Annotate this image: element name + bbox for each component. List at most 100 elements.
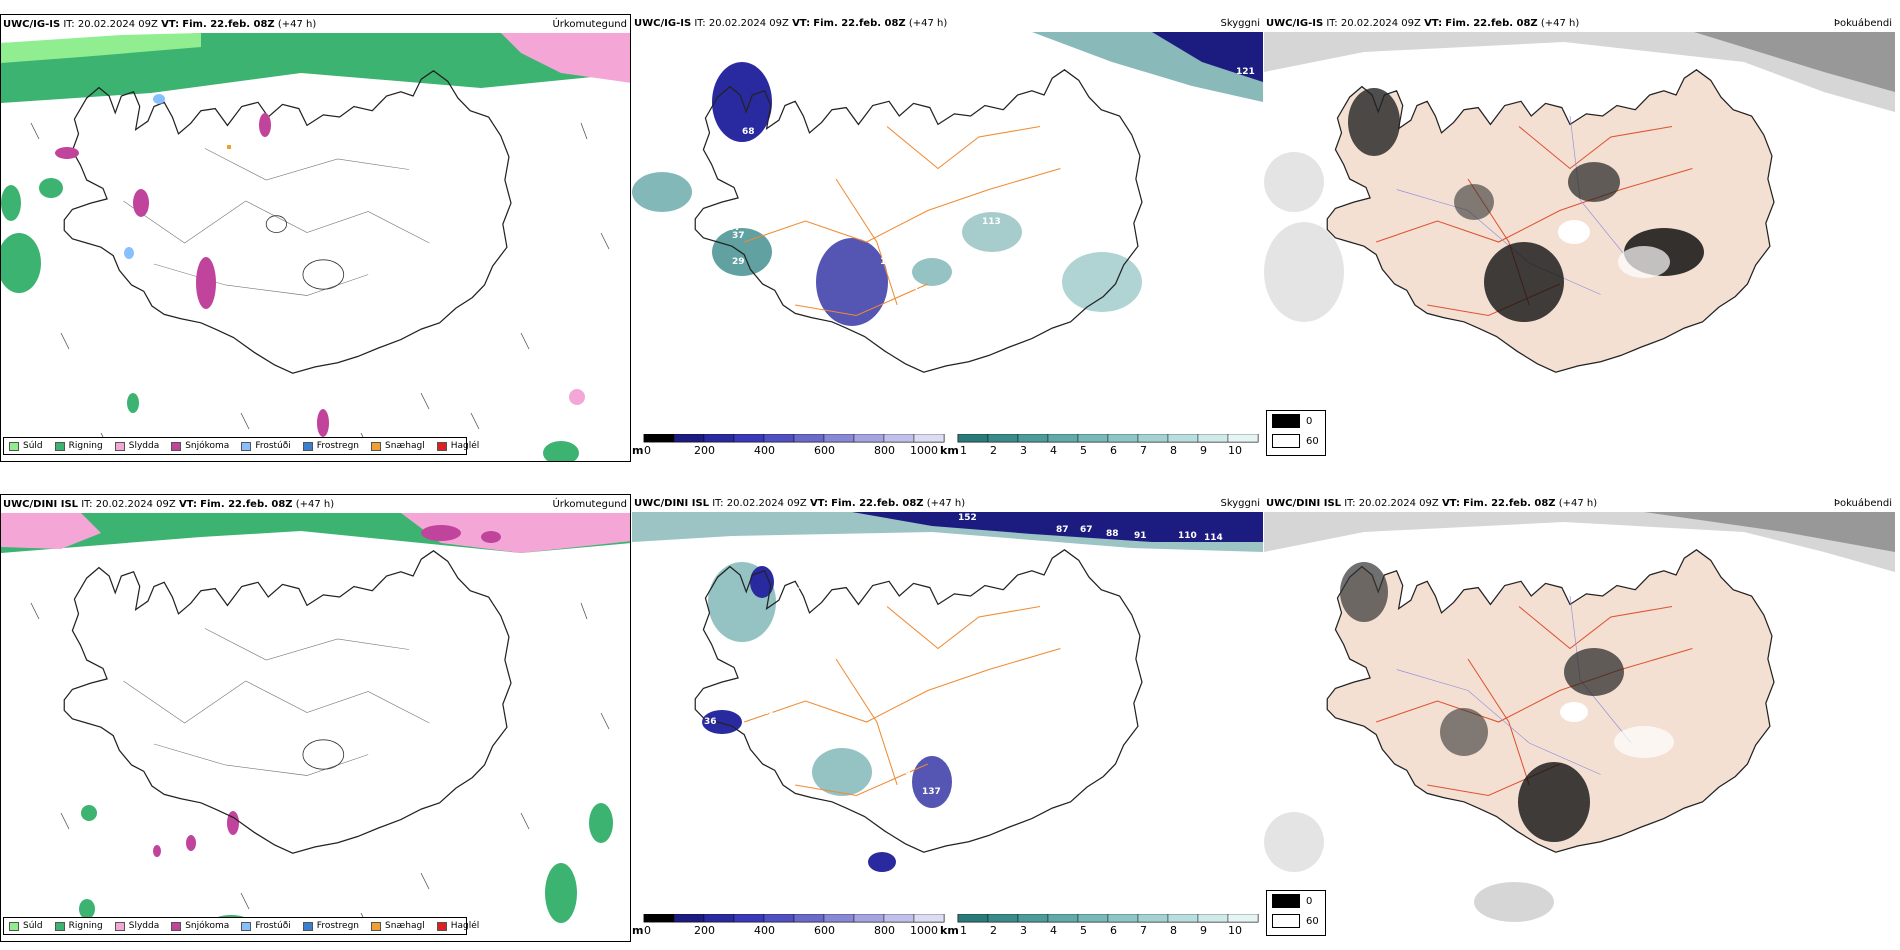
legend-swatch: [302, 921, 313, 931]
panel-header: UWC/DINI ISL IT: 20.02.2024 09Z VT: Fim.…: [3, 499, 334, 510]
cloud-value: 52: [782, 567, 795, 577]
scale-cell: [957, 914, 989, 923]
legend-item: Frostúði: [241, 921, 291, 931]
legend-swatch: [436, 441, 447, 451]
cloud-value: 110: [1178, 531, 1197, 541]
legend-label: Rigning: [68, 921, 103, 931]
scale-tick: 4: [1050, 444, 1057, 457]
iceland-outline: [694, 549, 1143, 853]
cloud-value: 36: [704, 717, 717, 727]
legend-swatch: [171, 921, 182, 931]
scale-tick: 600: [814, 924, 835, 937]
scale-cell: [1077, 434, 1109, 443]
lead-time: (+47 h): [295, 499, 335, 510]
legend-swatch: [436, 921, 447, 931]
scale-tick: 400: [754, 444, 775, 457]
scale-cell: [1077, 914, 1109, 923]
cloud-value: 10: [898, 767, 911, 777]
scale-tick: 6: [1110, 924, 1117, 937]
scale-cell: [703, 434, 735, 443]
scale-cell: [823, 914, 855, 923]
it-label: IT:: [1326, 18, 1338, 29]
scale-tick: 4: [1050, 924, 1057, 937]
vt-value: Fim. 22.feb. 08Z: [813, 18, 906, 29]
scale-cell: [987, 434, 1019, 443]
lead-time: (+47 h): [277, 19, 317, 30]
legend-item: Frostúði: [241, 441, 291, 451]
panel-precip-type-row1: UWC/DINI ISL IT: 20.02.2024 09Z VT: Fim.…: [0, 494, 631, 942]
scale-tick: 200: [694, 444, 715, 457]
vt-value: Fim. 22.feb. 08Z: [182, 19, 275, 30]
precip-snow-patches: [55, 94, 329, 437]
legend-label: Frostregn: [316, 921, 360, 931]
scale-tick: 3: [1020, 444, 1027, 457]
scale-tick: 8: [1170, 924, 1177, 937]
scale-tick: 10: [1228, 924, 1242, 937]
lead-time: (+47 h): [1558, 498, 1598, 509]
legend-label: Frostregn: [316, 441, 360, 451]
scale-cell: [1107, 434, 1139, 443]
scale-cell: [913, 914, 945, 923]
scale-cell: [823, 434, 855, 443]
model-name: UWC/DINI ISL: [3, 499, 79, 510]
legend-swatch: [9, 921, 19, 931]
legend-item: Súld: [9, 921, 43, 931]
panel-title: Þokuábendi: [1833, 498, 1892, 509]
panel-header: UWC/DINI ISL IT: 20.02.2024 09Z VT: Fim.…: [1266, 498, 1597, 509]
scale-cell: [853, 434, 885, 443]
fog-dark-patches: [1348, 88, 1704, 322]
scale-cell: [1137, 914, 1169, 923]
model-name: UWC/IG-IS: [634, 18, 692, 29]
legend-item: Haglél: [436, 441, 479, 451]
it-label: IT:: [712, 498, 724, 509]
scale-cell: [1167, 434, 1199, 443]
fog-legend-item: 0: [1267, 411, 1325, 431]
iceland-outline: [63, 70, 512, 374]
it-value: 20.02.2024 09Z: [726, 498, 807, 509]
precip-patches: [79, 803, 613, 931]
it-value: 20.02.2024 09Z: [1340, 18, 1421, 29]
legend-swatch: [371, 921, 382, 931]
scale-cell: [883, 914, 915, 923]
iceland-outline: [1326, 69, 1775, 373]
cloud-value: 11: [762, 707, 775, 717]
scale-tick: 1000: [910, 924, 938, 937]
panel-title: Skyggni: [1220, 498, 1260, 509]
panel-title: Þokuábendi: [1833, 18, 1892, 29]
scale-tick: 1000: [910, 444, 938, 457]
scale-tick: 7: [1140, 444, 1147, 457]
cloud-value-labels: 152 87 67 88 91 110 114 52 15 36 11 101 …: [704, 513, 1223, 797]
legend-label: Súld: [23, 441, 43, 451]
scale-cell: [883, 434, 915, 443]
legend-item: Snjókoma: [171, 441, 229, 451]
scale-cell: [1227, 434, 1259, 443]
scale-cell: [1227, 914, 1259, 923]
legend-label: Rigning: [68, 441, 103, 451]
model-name: UWC/DINI ISL: [634, 498, 710, 509]
panel-fog-row0: UWC/IG-IS IT: 20.02.2024 09Z VT: Fim. 22…: [1264, 14, 1895, 462]
cloud-value: 81: [702, 177, 715, 187]
fog-legend: 0 60: [1266, 890, 1326, 936]
precip-type-legend: Súld Rigning Slydda Snjókoma Frostúði Fr…: [3, 437, 479, 455]
legend-swatch: [171, 441, 182, 451]
cloud-value: 87: [1056, 525, 1069, 535]
legend-label: Frostúði: [255, 441, 291, 451]
scale-tick: 2: [990, 924, 997, 937]
fog-legend-item: 60: [1267, 911, 1325, 931]
panel-header: UWC/IG-IS IT: 20.02.2024 09Z VT: Fim. 22…: [1266, 18, 1579, 29]
cloud-value: 52: [782, 87, 795, 97]
legend-swatch: [371, 441, 382, 451]
legend-swatch: [241, 921, 252, 931]
scale-cell: [763, 434, 795, 443]
unit-right: km: [940, 444, 959, 457]
it-value: 20.02.2024 09Z: [708, 18, 789, 29]
legend-label: Snæhagl: [385, 441, 425, 451]
cloud-value: 107: [722, 223, 741, 233]
cloud-value: 91: [1134, 531, 1147, 541]
scale-tick: 5: [1080, 924, 1087, 937]
fog-map: [1264, 32, 1895, 373]
scale-cell: [987, 914, 1019, 923]
legend-label: Snjókoma: [185, 921, 230, 931]
scale-tick: 3: [1020, 924, 1027, 937]
legend-label: 0: [1306, 895, 1313, 907]
